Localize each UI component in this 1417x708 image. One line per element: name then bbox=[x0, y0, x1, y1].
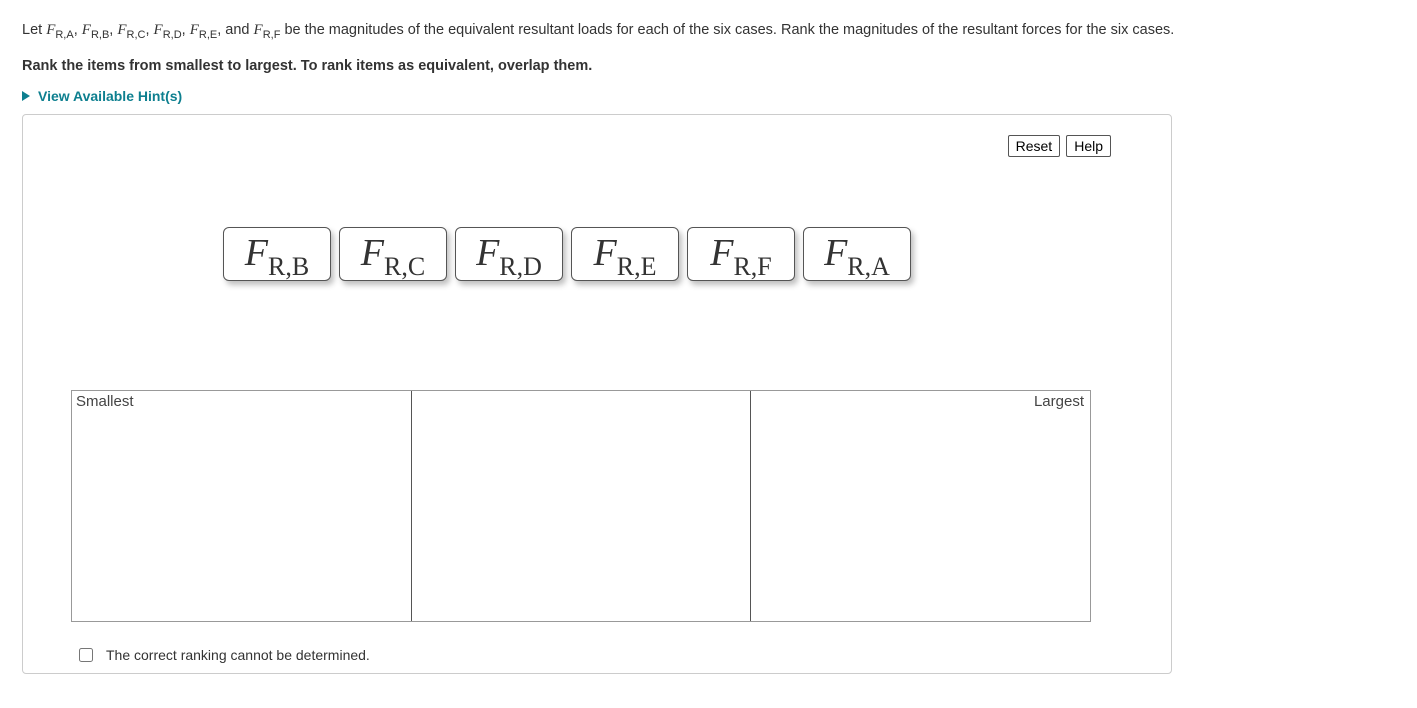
ranking-column[interactable] bbox=[412, 391, 752, 621]
question-intro: Let FR,A, FR,B, FR,C, FR,D, FR,E, and FR… bbox=[22, 18, 1395, 44]
help-button[interactable]: Help bbox=[1066, 135, 1111, 157]
draggable-tile[interactable]: FR,C bbox=[339, 227, 447, 281]
intro-suffix: be the magnitudes of the equivalent resu… bbox=[280, 22, 1174, 38]
draggable-tile[interactable]: FR,E bbox=[571, 227, 679, 281]
tile-source-row: FR,B FR,C FR,D FR,E FR,F FR,A bbox=[223, 227, 911, 281]
intro-prefix: Let bbox=[22, 22, 46, 38]
chevron-right-icon bbox=[22, 91, 30, 101]
smallest-label: Smallest bbox=[76, 393, 134, 410]
draggable-tile[interactable]: FR,B bbox=[223, 227, 331, 281]
view-hints-toggle[interactable]: View Available Hint(s) bbox=[22, 88, 182, 104]
ranking-column[interactable]: Largest bbox=[751, 391, 1090, 621]
cannot-determine-checkbox[interactable] bbox=[79, 648, 93, 662]
hints-label: View Available Hint(s) bbox=[38, 88, 182, 104]
ranking-column[interactable]: Smallest bbox=[72, 391, 412, 621]
ranking-instruction: Rank the items from smallest to largest.… bbox=[22, 58, 1395, 74]
reset-button[interactable]: Reset bbox=[1008, 135, 1061, 157]
draggable-tile[interactable]: FR,A bbox=[803, 227, 911, 281]
draggable-tile[interactable]: FR,D bbox=[455, 227, 563, 281]
ranking-panel: Reset Help FR,B FR,C FR,D FR,E FR,F FR,A… bbox=[22, 114, 1172, 674]
draggable-tile[interactable]: FR,F bbox=[687, 227, 795, 281]
cannot-determine-label: The correct ranking cannot be determined… bbox=[106, 647, 370, 663]
largest-label: Largest bbox=[1034, 393, 1084, 410]
ranking-dropzone[interactable]: Smallest Largest bbox=[71, 390, 1091, 622]
